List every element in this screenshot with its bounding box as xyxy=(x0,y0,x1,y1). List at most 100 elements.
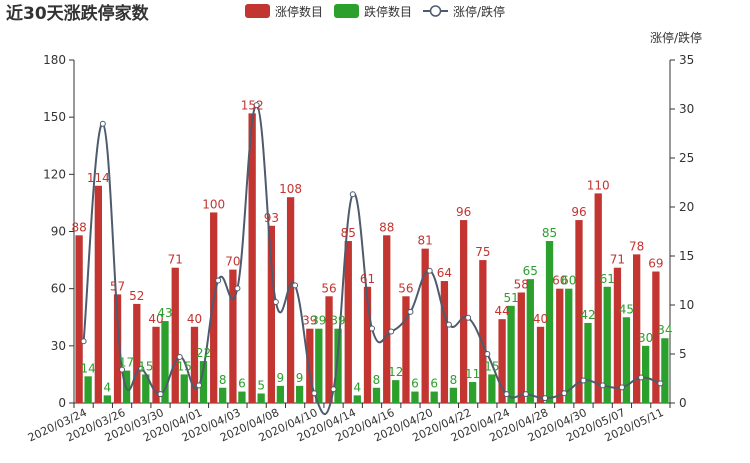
data-label-limit-up: 100 xyxy=(202,197,225,211)
ratio-point xyxy=(465,314,472,321)
ratio-point xyxy=(369,325,375,332)
bar-limit-up xyxy=(190,326,199,403)
data-label-limit-down: 11 xyxy=(465,367,480,381)
data-label-limit-down: 6 xyxy=(411,377,419,391)
data-label-limit-up: 88 xyxy=(379,220,394,234)
data-label-limit-down: 61 xyxy=(600,272,615,286)
data-label-limit-up: 52 xyxy=(129,289,144,303)
ratio-point xyxy=(272,299,279,306)
ratio-point xyxy=(542,395,549,402)
bar-limit-down xyxy=(238,391,246,403)
data-label-limit-up: 93 xyxy=(264,211,279,225)
bar-limit-down xyxy=(584,322,592,403)
bar-limit-up xyxy=(152,326,160,403)
ratio-point xyxy=(292,282,299,289)
data-label-limit-down: 15 xyxy=(138,359,153,373)
y-right-tick-label: 20 xyxy=(679,200,694,214)
bar-limit-up xyxy=(248,113,256,403)
legend-item-ratio[interactable]: 涨停/跌停 xyxy=(423,4,505,19)
bar-limit-down xyxy=(257,393,265,403)
bar-limit-up xyxy=(536,326,545,403)
ratio-point xyxy=(195,382,202,389)
ratio-point xyxy=(503,391,510,398)
data-label-limit-down: 4 xyxy=(104,380,112,394)
bar-limit-up xyxy=(594,193,602,403)
bar-limit-down xyxy=(411,391,419,403)
bar-limit-down xyxy=(180,374,188,403)
data-label-limit-down: 6 xyxy=(238,377,246,391)
data-label-limit-down: 9 xyxy=(277,371,285,385)
bar-limit-down xyxy=(276,385,285,403)
y-right-tick-label: 30 xyxy=(679,102,694,116)
bar-limit-up xyxy=(306,328,314,403)
data-labels: 8814114457175215404371154022100870615259… xyxy=(71,98,672,394)
bar-limit-up xyxy=(633,254,641,403)
data-label-limit-up: 60 xyxy=(552,274,567,288)
right-axis-label: 涨停/跌停 xyxy=(650,30,702,45)
bar-limit-down xyxy=(295,385,304,403)
ratio-point xyxy=(215,277,222,284)
data-label-limit-down: 22 xyxy=(196,346,211,360)
data-label-limit-down: 9 xyxy=(296,371,304,385)
data-label-limit-down: 65 xyxy=(523,264,538,278)
ratio-point xyxy=(657,380,664,387)
ratio-point xyxy=(580,377,587,384)
bar-limit-down xyxy=(545,241,554,403)
data-label-limit-down: 51 xyxy=(503,291,518,305)
y-right-tick-label: 15 xyxy=(679,249,694,263)
data-label-limit-up: 108 xyxy=(279,182,302,196)
bar-limit-up xyxy=(171,267,179,403)
bar-limit-down xyxy=(430,391,438,403)
bar-limit-down xyxy=(622,317,631,403)
ratio-point xyxy=(99,120,106,127)
bars xyxy=(75,113,669,403)
bar-limit-up xyxy=(459,220,468,403)
bar-limit-up xyxy=(94,185,102,403)
bar-limit-down xyxy=(526,279,534,403)
bar-limit-down xyxy=(161,321,169,403)
legend: 涨停数目 跌停数目 涨停/跌停 xyxy=(245,4,505,19)
data-label-limit-up: 56 xyxy=(321,281,336,295)
data-label-limit-down: 39 xyxy=(330,314,345,328)
data-label-limit-up: 69 xyxy=(648,257,663,271)
bar-limit-down xyxy=(353,395,361,403)
data-label-limit-down: 15 xyxy=(484,359,499,373)
bar-limit-down xyxy=(642,345,650,403)
bar-limit-up xyxy=(556,288,564,403)
bar-limit-up xyxy=(210,212,218,403)
data-label-limit-down: 39 xyxy=(311,314,326,328)
y-left-tick-label: 180 xyxy=(43,53,66,67)
legend-item-limit-up[interactable]: 涨停数目 xyxy=(245,4,323,19)
legend-label-limit-down: 跌停数目 xyxy=(364,4,412,19)
data-label-limit-up: 114 xyxy=(87,171,110,185)
bar-limit-down xyxy=(468,382,477,403)
y-left-tick-label: 120 xyxy=(43,167,66,181)
legend-label-limit-up: 涨停数目 xyxy=(275,4,323,19)
legend-item-limit-down[interactable]: 跌停数目 xyxy=(334,4,412,19)
data-label-limit-up: 88 xyxy=(71,220,86,234)
data-label-limit-up: 71 xyxy=(610,253,625,267)
data-label-limit-down: 34 xyxy=(657,323,672,337)
data-label-limit-up: 56 xyxy=(398,281,413,295)
bar-limit-up xyxy=(75,235,83,403)
data-label-limit-up: 39 xyxy=(302,314,317,328)
bar-limit-up xyxy=(402,296,410,403)
bar-limit-up xyxy=(113,294,122,403)
bar-limit-down xyxy=(488,374,496,403)
data-label-limit-down: 8 xyxy=(373,373,381,387)
bar-limit-down xyxy=(507,305,515,403)
bar-limit-down xyxy=(372,387,381,403)
data-label-limit-down: 5 xyxy=(257,378,265,392)
data-label-limit-up: 64 xyxy=(437,266,452,280)
ratio-point xyxy=(426,267,433,274)
ratio-point xyxy=(234,285,241,292)
data-label-limit-up: 44 xyxy=(494,304,509,318)
data-label-limit-up: 71 xyxy=(168,253,183,267)
bar-limit-up xyxy=(498,319,506,403)
data-label-limit-up: 110 xyxy=(587,178,610,192)
bar-limit-up xyxy=(286,197,295,403)
data-label-limit-up: 78 xyxy=(629,239,644,253)
y-left-tick-label: 0 xyxy=(58,396,66,410)
y-right-tick-label: 35 xyxy=(679,53,694,67)
bar-limit-down xyxy=(661,338,669,403)
